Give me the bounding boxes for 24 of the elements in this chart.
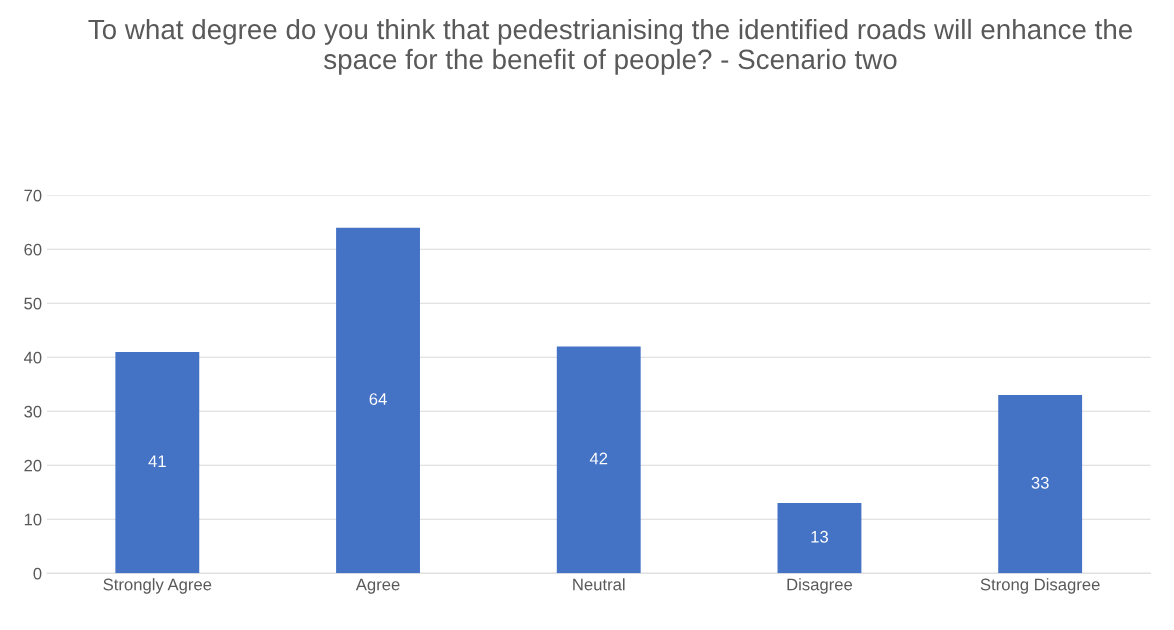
y-tick-label: 40 — [23, 351, 42, 364]
x-tick-label: Strongly Agree — [103, 578, 212, 594]
data-label: 64 — [369, 393, 387, 405]
bar — [115, 351, 200, 574]
data-label: 13 — [811, 530, 828, 543]
y-tick-label: 70 — [24, 189, 42, 202]
data-label: 33 — [1031, 476, 1049, 489]
x-tick-label: Neutral — [573, 578, 625, 591]
y-tick-label: 20 — [24, 459, 42, 472]
bar — [777, 503, 862, 574]
y-tick-label: 50 — [24, 297, 42, 310]
bar — [998, 395, 1083, 574]
x-tick-label: Agree — [355, 578, 400, 594]
chart-title: To what degree do you think that pedestrianising the identified roads will enhance the space for the benefit of people? - Scenario two — [88, 18, 1132, 75]
bar — [336, 227, 420, 574]
y-tick-label: 60 — [24, 243, 42, 256]
data-label: 41 — [148, 455, 166, 467]
data-label: 42 — [589, 452, 608, 465]
y-tick-label: 30 — [24, 405, 42, 418]
y-tick-label: 10 — [24, 513, 42, 526]
x-tick-label: Strong Disagree — [980, 578, 1100, 594]
x-tick-label: Disagree — [787, 578, 853, 594]
y-tick-label: 0 — [33, 567, 42, 580]
bar — [556, 346, 641, 574]
